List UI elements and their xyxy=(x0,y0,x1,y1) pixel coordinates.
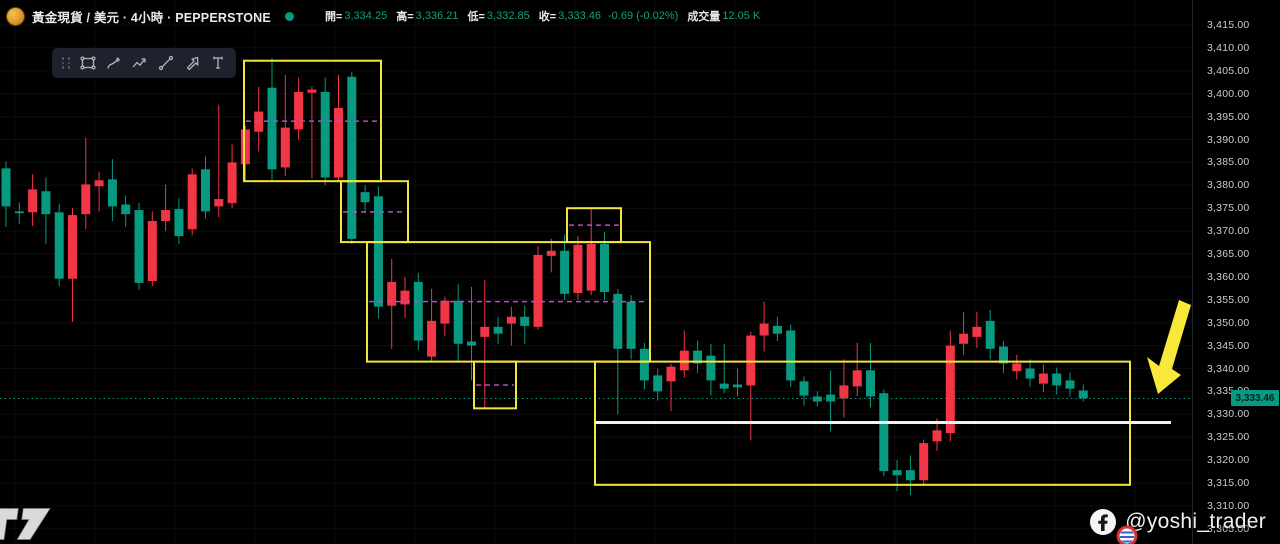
arrow-tool-icon[interactable] xyxy=(179,50,205,76)
price-axis-label: 3,405.00 xyxy=(1207,64,1250,77)
drawing-toolbar xyxy=(52,48,236,78)
price-axis-label: 3,330.00 xyxy=(1207,408,1250,421)
price-axis-label: 3,345.00 xyxy=(1207,339,1250,352)
legend-open-label: 開= xyxy=(324,11,343,23)
watermark-handle: @yoshi_trader xyxy=(1125,510,1266,533)
price-axis-label: 3,325.00 xyxy=(1207,431,1250,444)
price-axis-label: 3,355.00 xyxy=(1207,293,1250,306)
price-axis-label: 3,410.00 xyxy=(1207,41,1250,54)
legend-high-label: 高= xyxy=(396,11,414,23)
price-axis[interactable]: 3,333.46 3,415.00 3,410.00 3,405.00 3,400.0… xyxy=(1192,0,1280,544)
price-axis-label: 3,400.00 xyxy=(1207,87,1250,100)
price-axis-label: 3,305.00 xyxy=(1207,522,1250,535)
legend-low-label: 低= xyxy=(467,11,485,23)
ohlc-legend: 開= 3,334.25 高= 3,336.21 低= 3,332.85 收= 3,333… xyxy=(316,8,760,24)
price-axis-label: 3,320.00 xyxy=(1207,454,1250,467)
price-axis-label: 3,360.00 xyxy=(1207,270,1250,283)
legend-close-label: 收= xyxy=(538,11,557,23)
brush-tool-icon[interactable] xyxy=(101,50,127,76)
legend-volume-value: 12.05 K xyxy=(722,10,761,22)
tradingview-logo xyxy=(0,507,53,541)
legend-open-value: 3,334.25 xyxy=(344,10,388,22)
market-status-dot[interactable] xyxy=(284,11,294,21)
price-axis-label: 3,385.00 xyxy=(1207,156,1250,169)
text-tool-icon[interactable] xyxy=(205,50,231,76)
price-axis-label: 3,375.00 xyxy=(1207,202,1250,215)
price-axis-label: 3,395.00 xyxy=(1207,110,1250,123)
symbol-avatar[interactable] xyxy=(6,6,25,26)
striped-circle-icon xyxy=(1116,525,1138,544)
price-axis-label: 3,390.00 xyxy=(1207,133,1250,146)
price-axis-label: 3,310.00 xyxy=(1207,499,1250,512)
price-axis-label: 3,315.00 xyxy=(1207,477,1250,489)
price-axis-label: 3,415.00 xyxy=(1207,19,1250,31)
price-axis-label: 3,350.00 xyxy=(1207,316,1250,329)
legend-low-value: 3,332.85 xyxy=(486,10,530,22)
polyline-tool-icon[interactable] xyxy=(127,50,153,76)
symbol-header: 黃金現貨 / 美元 · 4小時 · PEPPERSTONE 開= 3,334.25… xyxy=(0,0,1192,32)
rectangle-tool-icon[interactable] xyxy=(75,50,101,76)
watermark: @yoshi_trader xyxy=(1089,508,1266,536)
price-axis-label: 3,365.00 xyxy=(1207,248,1250,260)
price-axis-label: 3,370.00 xyxy=(1207,225,1250,238)
facebook-icon xyxy=(1090,509,1117,535)
trendline-tool-icon[interactable] xyxy=(153,50,179,76)
last-price-tag: 3,333.46 xyxy=(1231,390,1279,407)
symbol-title[interactable]: 黃金現貨 / 美元 · 4小時 · PEPPERSTONE xyxy=(32,10,271,25)
legend-volume-label: 成交量 xyxy=(687,11,721,23)
legend-high-value: 3,336.21 xyxy=(415,10,459,22)
legend-close-value: 3,333.46 xyxy=(558,10,601,22)
price-axis-label: 3,340.00 xyxy=(1207,362,1250,375)
toolbar-drag-handle[interactable] xyxy=(60,55,72,71)
price-axis-label: 3,380.00 xyxy=(1207,179,1250,192)
legend-change: -0.69 (-0.02%) xyxy=(608,10,679,22)
